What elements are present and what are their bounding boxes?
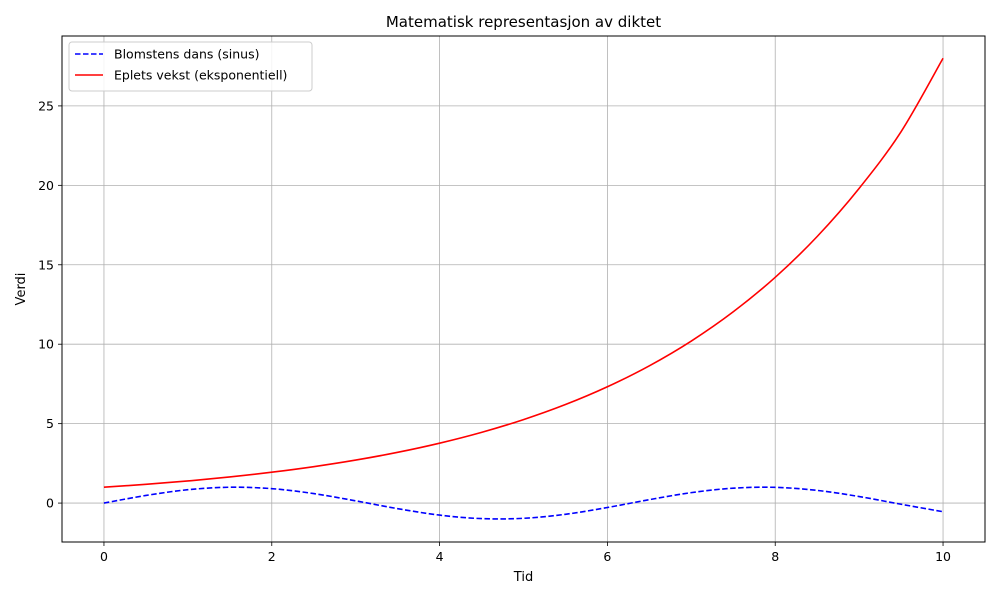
series-lines [103,57,944,520]
y-tick-label: 15 [38,257,54,272]
axis-ticks: 0 2 4 6 8 10 0 5 10 15 20 25 [38,98,951,564]
y-tick-label: 10 [38,337,54,352]
legend-label: Blomstens dans (sinus) [114,47,259,62]
grid-lines [62,36,985,542]
x-tick-label: 2 [268,549,276,564]
y-tick-label: 5 [46,416,54,431]
legend-label: Eplets vekst (eksponentiell) [114,68,287,83]
y-axis-label: Verdi [14,273,29,306]
x-tick-label: 6 [603,549,611,564]
x-tick-label: 0 [100,549,108,564]
legend: Blomstens dans (sinus) Eplets vekst (eksp… [68,41,313,92]
x-tick-label: 8 [771,549,779,564]
series-line-0 [103,486,944,520]
legend-box [68,41,313,92]
x-tick-label: 10 [935,549,951,564]
x-axis-label: Tid [513,570,533,585]
chart-title: Matematisk representasjon av diktet [386,13,661,31]
series-line-1 [103,57,944,488]
plot-frame [61,35,986,543]
x-tick-label: 4 [436,549,444,564]
y-tick-label: 0 [46,496,54,511]
plot-area [62,36,985,542]
y-tick-label: 20 [38,178,54,193]
y-tick-label: 25 [38,98,54,113]
